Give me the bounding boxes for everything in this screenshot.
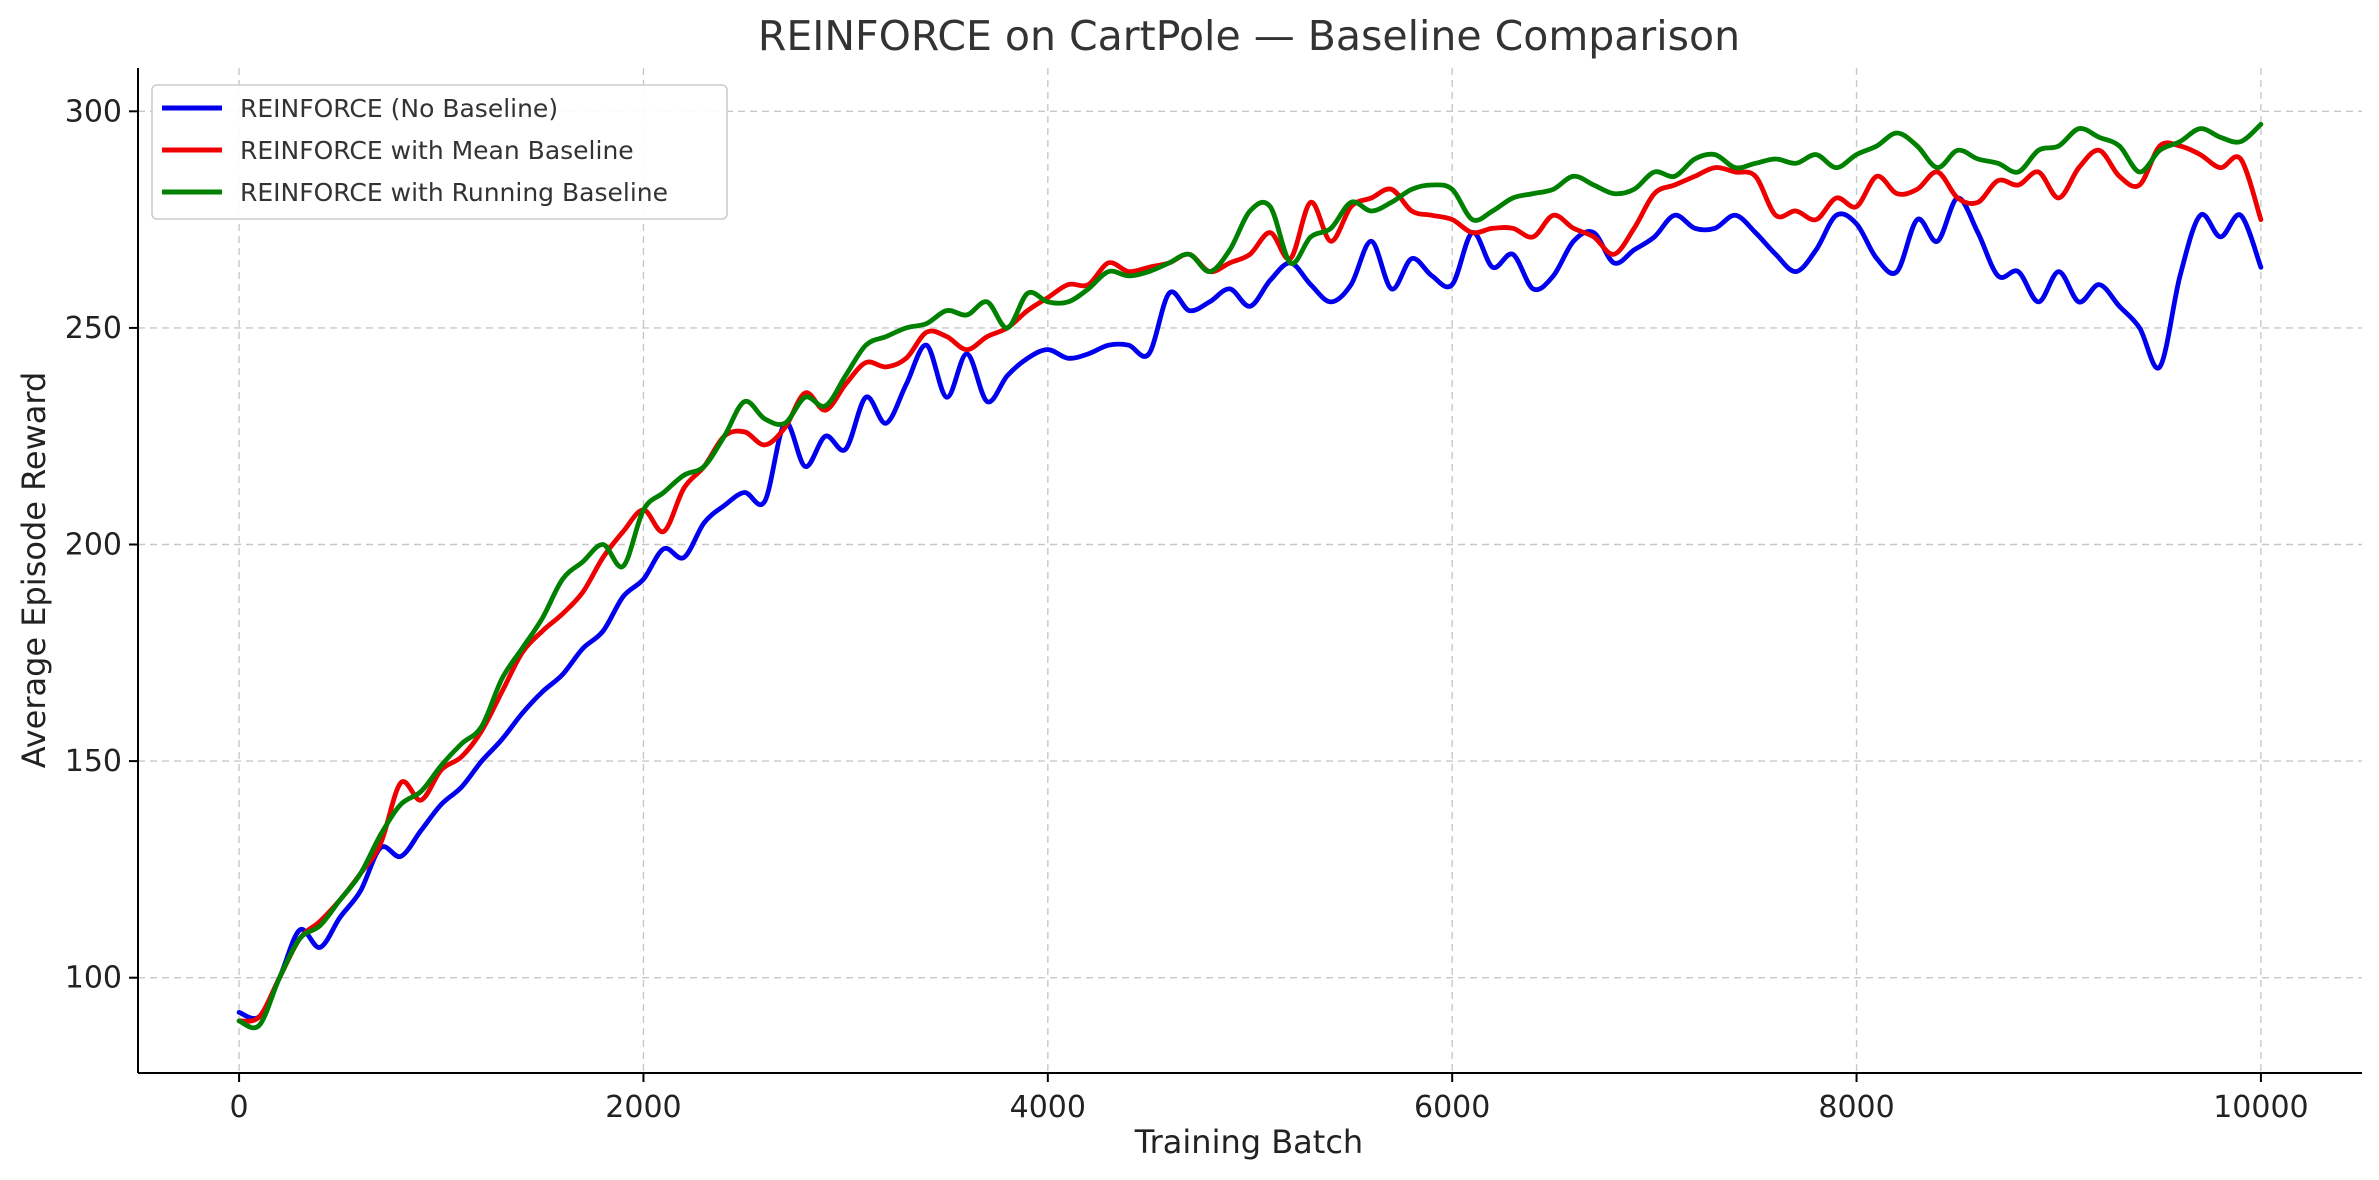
- gridlines: [138, 68, 2362, 1073]
- axes: [137, 68, 2362, 1074]
- x-tick-label: 0: [230, 1090, 249, 1125]
- y-ticks: 100 150 200 250 300: [65, 94, 138, 996]
- y-tick-label: 250: [65, 311, 122, 346]
- x-tick-label: 10000: [2213, 1090, 2308, 1125]
- chart-title: REINFORCE on CartPole — Baseline Compari…: [758, 12, 1740, 60]
- legend: REINFORCE (No Baseline) REINFORCE with Me…: [151, 84, 728, 220]
- legend-label-3: REINFORCE with Running Baseline: [240, 178, 668, 207]
- x-tick-label: 8000: [1818, 1090, 1894, 1125]
- x-tick-label: 4000: [1010, 1090, 1086, 1125]
- y-tick-label: 150: [65, 744, 122, 779]
- series-lines: [236, 121, 2264, 1031]
- y-tick-label: 200: [65, 528, 122, 563]
- x-axis-label: Training Batch: [1134, 1123, 1363, 1161]
- y-axis-label: Average Episode Reward: [15, 372, 53, 769]
- legend-label-1: REINFORCE (No Baseline): [240, 94, 558, 123]
- y-tick-label: 300: [65, 94, 122, 129]
- legend-box: [151, 84, 728, 220]
- y-tick-label: 100: [65, 961, 122, 996]
- series-line-1: [236, 195, 2264, 1021]
- series-line-2: [236, 140, 2264, 1024]
- x-tick-label: 2000: [605, 1090, 681, 1125]
- x-tick-label: 6000: [1414, 1090, 1490, 1125]
- x-ticks: 0 2000 4000 6000 8000 10000: [230, 1073, 2309, 1125]
- series-line-3: [236, 121, 2264, 1031]
- legend-label-2: REINFORCE with Mean Baseline: [240, 136, 634, 165]
